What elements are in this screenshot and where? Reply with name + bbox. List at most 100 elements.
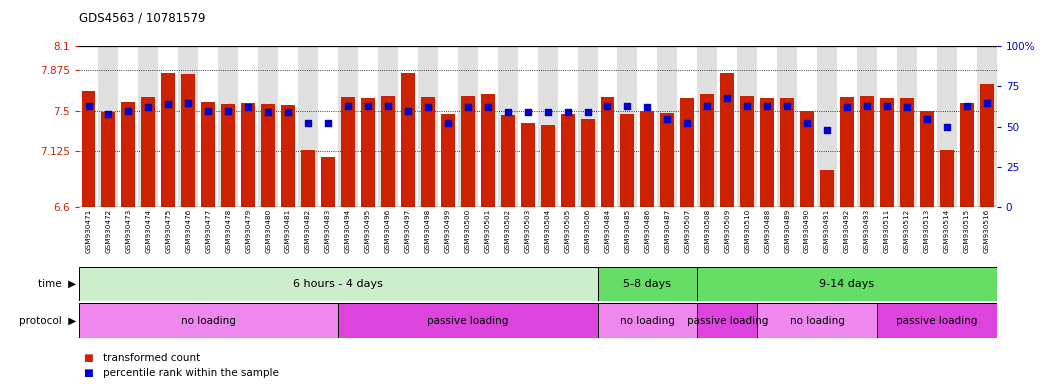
Bar — [461, 96, 474, 207]
Text: time  ▶: time ▶ — [39, 279, 76, 289]
Text: 9-14 days: 9-14 days — [820, 279, 874, 289]
Bar — [700, 94, 714, 207]
Bar — [201, 102, 216, 207]
Bar — [358, 46, 378, 207]
Bar — [259, 46, 279, 207]
Bar — [879, 98, 894, 207]
Bar — [398, 46, 418, 207]
Bar — [598, 303, 697, 338]
Bar — [757, 303, 877, 338]
Bar — [760, 98, 774, 207]
Bar — [500, 115, 515, 207]
Text: no loading: no loading — [789, 316, 845, 326]
Bar — [658, 46, 677, 207]
Bar — [401, 73, 415, 207]
Text: passive loading: passive loading — [896, 316, 978, 326]
Bar — [318, 46, 338, 207]
Bar — [178, 46, 198, 207]
Bar — [638, 46, 658, 207]
Bar — [102, 112, 115, 207]
Bar — [598, 46, 618, 207]
Point — [659, 116, 675, 122]
Point — [220, 108, 237, 114]
Bar — [618, 46, 638, 207]
Bar — [737, 46, 757, 207]
Bar — [98, 46, 118, 207]
Bar — [860, 96, 874, 207]
Bar — [840, 97, 854, 207]
Bar — [181, 74, 196, 207]
Text: protocol  ▶: protocol ▶ — [19, 316, 76, 326]
Point — [200, 108, 217, 114]
Text: 5-8 days: 5-8 days — [623, 279, 671, 289]
Bar — [418, 46, 438, 207]
Point — [140, 104, 157, 111]
Bar — [820, 170, 834, 207]
Bar — [837, 46, 857, 207]
Bar — [218, 46, 239, 207]
Bar — [477, 46, 497, 207]
Bar — [598, 267, 697, 301]
Bar — [341, 97, 355, 207]
Bar — [79, 46, 98, 207]
Bar — [677, 46, 697, 207]
Bar — [857, 46, 877, 207]
Bar — [497, 46, 517, 207]
Point — [240, 104, 257, 111]
Point — [678, 121, 695, 127]
Point — [440, 121, 456, 127]
Bar — [937, 46, 957, 207]
Bar — [82, 91, 95, 207]
Point — [779, 103, 796, 109]
Point — [499, 109, 516, 115]
Bar — [302, 151, 315, 207]
Bar — [920, 111, 934, 207]
Bar — [977, 46, 997, 207]
Point — [599, 103, 616, 109]
Point — [460, 104, 476, 111]
Point — [898, 104, 915, 111]
Bar — [138, 46, 158, 207]
Bar — [121, 102, 135, 207]
Bar — [957, 46, 977, 207]
Point — [619, 103, 636, 109]
Point — [539, 109, 556, 115]
Point — [878, 103, 895, 109]
Bar — [697, 267, 997, 301]
Text: transformed count: transformed count — [103, 353, 200, 363]
Text: passive loading: passive loading — [427, 316, 509, 326]
Point — [559, 109, 576, 115]
Bar — [960, 103, 974, 207]
Bar — [558, 46, 578, 207]
Bar — [481, 94, 495, 207]
Bar — [777, 46, 797, 207]
Point — [280, 109, 296, 115]
Bar — [141, 97, 155, 207]
Bar — [338, 303, 598, 338]
Bar — [900, 98, 914, 207]
Bar — [161, 73, 175, 207]
Point — [739, 103, 756, 109]
Bar — [321, 157, 335, 207]
Bar — [540, 124, 555, 207]
Bar — [740, 96, 754, 207]
Point — [180, 99, 197, 106]
Bar — [601, 97, 615, 207]
Point — [958, 103, 975, 109]
Bar — [79, 267, 598, 301]
Bar — [757, 46, 777, 207]
Point — [420, 104, 437, 111]
Point — [519, 109, 536, 115]
Bar — [221, 104, 236, 207]
Bar — [877, 303, 997, 338]
Bar — [338, 46, 358, 207]
Bar — [897, 46, 917, 207]
Bar — [578, 46, 598, 207]
Bar — [537, 46, 558, 207]
Bar — [520, 124, 535, 207]
Point — [639, 104, 655, 111]
Bar — [621, 114, 634, 207]
Bar — [198, 46, 218, 207]
Point — [400, 108, 417, 114]
Point — [839, 104, 855, 111]
